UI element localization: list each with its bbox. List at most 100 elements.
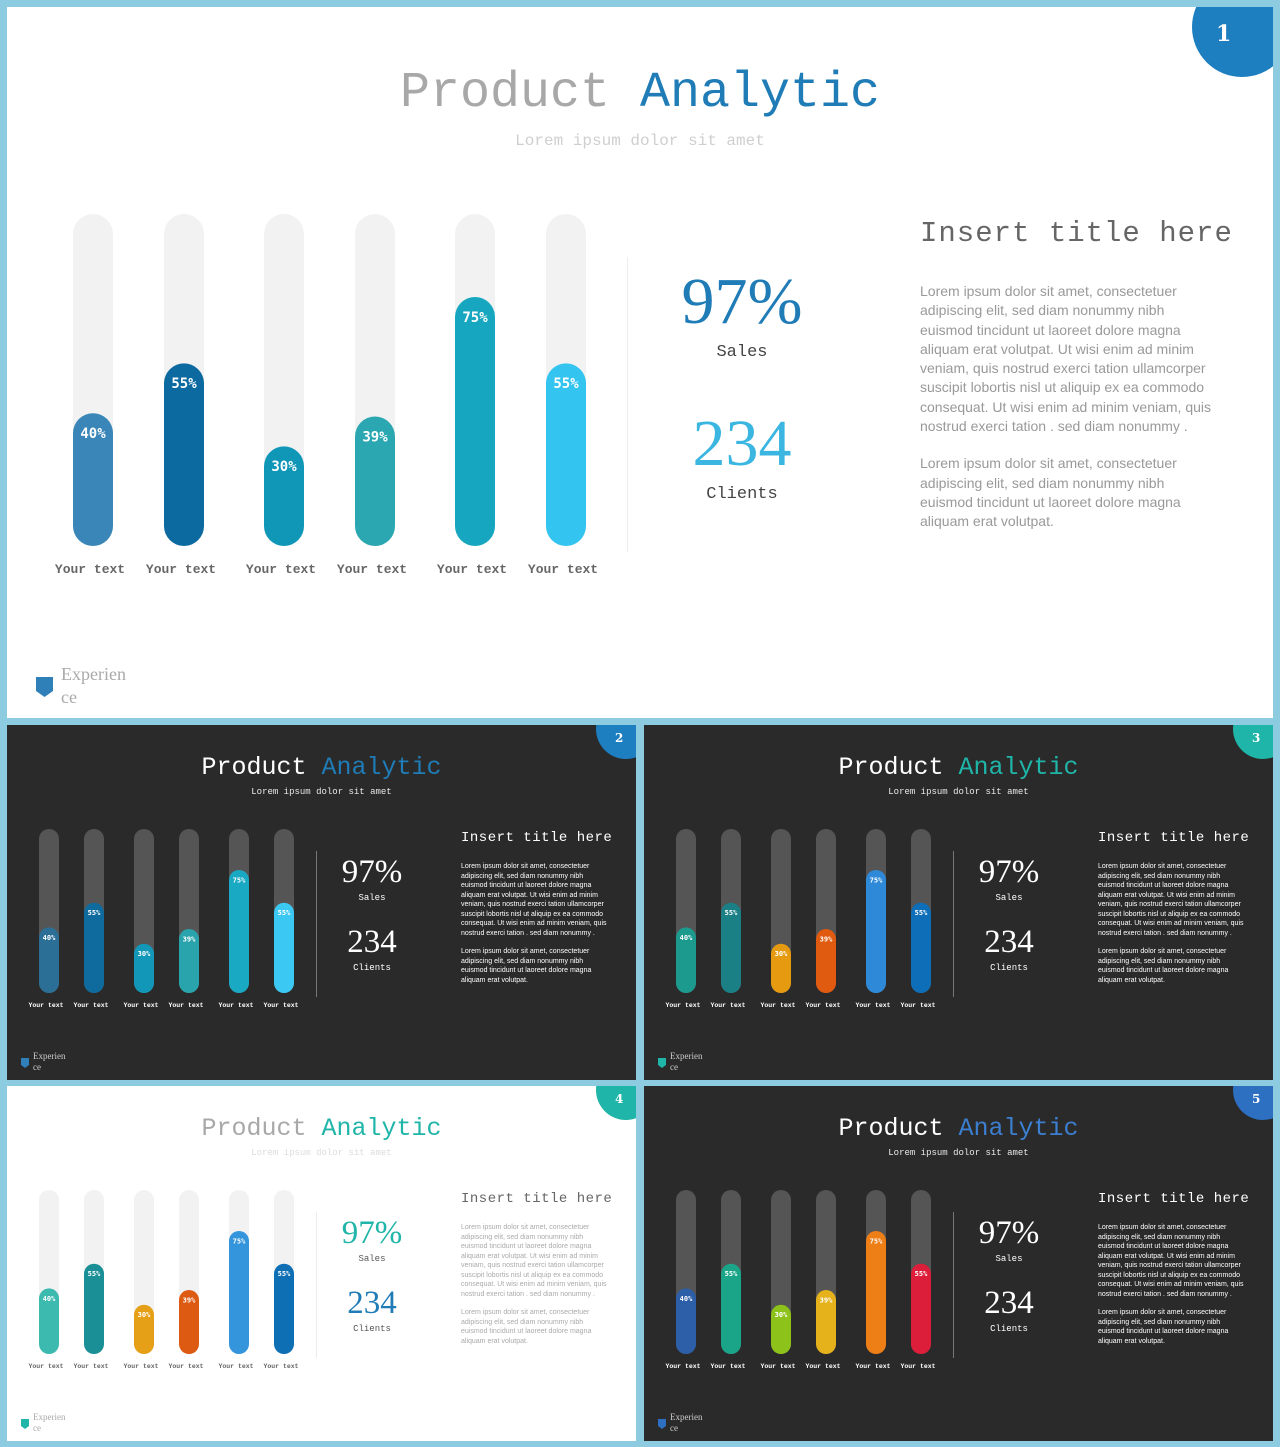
logo: Experien ce xyxy=(658,1412,738,1436)
bar-value-label: 40% xyxy=(80,426,106,442)
bar-value-label: 39% xyxy=(362,429,388,445)
bar xyxy=(816,929,836,993)
bar xyxy=(134,1304,154,1354)
bar-value-label: 39% xyxy=(183,1296,196,1304)
clients-label: Clients xyxy=(353,963,391,973)
clients-value: 234 xyxy=(692,407,792,480)
slide-number: 2 xyxy=(615,731,624,745)
body-text: Lorem ipsum dolor sit amet, consectetuer… xyxy=(920,282,1220,532)
slide-number: 5 xyxy=(1252,1092,1261,1106)
clients-value: 234 xyxy=(347,1285,397,1321)
bar xyxy=(39,1288,59,1354)
category-label: Your text xyxy=(73,1002,108,1009)
vertical-divider xyxy=(627,257,628,552)
bar-chart: 40% Your text 55% Your text 30% Your text 39% Y… xyxy=(665,829,936,1009)
logo: Experien ce xyxy=(21,1412,101,1436)
bar-value-label: 55% xyxy=(171,376,197,392)
category-label: Your text xyxy=(855,1002,890,1009)
bar-value-label: 40% xyxy=(43,934,56,942)
category-label: Your text xyxy=(900,1002,935,1009)
bar-value-label: 30% xyxy=(138,1311,151,1319)
paragraph-1: Lorem ipsum dolor sit amet, consectetuer… xyxy=(461,863,607,937)
slide-3: 3 Product Analytic Lorem ipsum dolor sit… xyxy=(644,725,1273,1080)
bar xyxy=(134,943,154,993)
bar xyxy=(546,363,586,546)
sales-label: Sales xyxy=(358,893,386,903)
bar xyxy=(84,902,104,993)
bar-value-label: 39% xyxy=(183,935,196,943)
bar-value-label: 55% xyxy=(278,909,291,917)
slide-5: 5 Product Analytic Lorem ipsum dolor sit… xyxy=(644,1086,1273,1441)
insert-title: Insert title here xyxy=(1098,830,1250,846)
category-label: Your text xyxy=(337,562,407,577)
category-label: Your text xyxy=(123,1002,158,1009)
category-label: Your text xyxy=(805,1002,840,1009)
title-word-product: Product xyxy=(201,753,307,782)
category-label: Your text xyxy=(665,1002,700,1009)
slide-title: Product Analytic xyxy=(7,65,1273,122)
bar-value-label: 75% xyxy=(233,1237,246,1245)
title-word-analytic: Analytic xyxy=(321,1114,442,1143)
category-label: Your text xyxy=(665,1363,700,1370)
bar xyxy=(721,902,741,993)
bar-value-label: 55% xyxy=(725,1270,738,1278)
bar xyxy=(264,446,304,546)
insert-title: Insert title here xyxy=(1098,1191,1250,1207)
clients-value: 234 xyxy=(984,1285,1034,1321)
category-label: Your text xyxy=(168,1363,203,1370)
slide-subtitle: Lorem ipsum dolor sit amet xyxy=(515,132,765,150)
slide-1: 1 Product Analytic Lorem ipsum dolor sit… xyxy=(7,7,1273,718)
slide-subtitle: Lorem ipsum dolor sit amet xyxy=(888,1148,1029,1158)
category-label: Your text xyxy=(73,1363,108,1370)
bar xyxy=(721,1263,741,1354)
bar xyxy=(355,416,395,546)
slide-4: 4 Product Analytic Lorem ipsum dolor sit… xyxy=(7,1086,636,1441)
bar-value-label: 75% xyxy=(870,1237,883,1245)
bar-value-label: 30% xyxy=(138,950,151,958)
category-label: Your text xyxy=(710,1002,745,1009)
sales-stat: 97% Sales xyxy=(657,265,827,363)
category-label: Your text xyxy=(437,562,507,577)
vertical-divider xyxy=(953,1212,954,1358)
bar-value-label: 55% xyxy=(88,909,101,917)
clients-label: Clients xyxy=(990,963,1028,973)
bar-value-label: 40% xyxy=(680,934,693,942)
bar-value-label: 75% xyxy=(870,876,883,884)
logo-text: Experien ce xyxy=(670,1412,703,1434)
clients-label: Clients xyxy=(706,485,778,504)
category-label: Your text xyxy=(760,1002,795,1009)
bar-value-label: 39% xyxy=(820,935,833,943)
paragraph-2: Lorem ipsum dolor sit amet, consectetuer… xyxy=(1098,948,1229,984)
sales-label: Sales xyxy=(995,1254,1023,1264)
logo-text: Experien ce xyxy=(33,1412,66,1434)
bar-chart: 40% Your text 55% Your text 30% Your text 39% Y… xyxy=(55,214,598,577)
paragraph-1: Lorem ipsum dolor sit amet, consectetuer… xyxy=(920,283,1212,435)
category-label: Your text xyxy=(760,1363,795,1370)
clients-value: 234 xyxy=(347,924,397,960)
logo-shield-icon xyxy=(36,677,53,697)
insert-title: Insert title here xyxy=(461,1191,613,1207)
bar-value-label: 40% xyxy=(43,1295,56,1303)
title-word-analytic: Analytic xyxy=(321,753,442,782)
sales-stat: 97% Sales xyxy=(332,1215,412,1265)
title-word-product: Product xyxy=(399,65,610,122)
logo: Experien ce xyxy=(21,1051,101,1075)
insert-title: Insert title here xyxy=(461,830,613,846)
sales-label: Sales xyxy=(358,1254,386,1264)
bar xyxy=(229,1231,249,1354)
category-label: Your text xyxy=(855,1363,890,1370)
sales-value: 97% xyxy=(681,265,803,338)
sales-value: 97% xyxy=(978,854,1040,890)
slide-subtitle: Lorem ipsum dolor sit amet xyxy=(888,787,1029,797)
bar-value-label: 75% xyxy=(462,310,488,326)
slide-title: Product Analytic xyxy=(7,753,636,782)
sales-value: 97% xyxy=(341,1215,403,1251)
vertical-divider xyxy=(953,851,954,997)
paragraph-1: Lorem ipsum dolor sit amet, consectetuer… xyxy=(1098,1224,1244,1298)
title-word-product: Product xyxy=(838,753,944,782)
title-word-product: Product xyxy=(838,1114,944,1143)
clients-stat: 234 Clients xyxy=(969,1285,1049,1335)
bar-value-label: 55% xyxy=(725,909,738,917)
title-word-analytic: Analytic xyxy=(640,65,881,122)
category-label: Your text xyxy=(168,1002,203,1009)
